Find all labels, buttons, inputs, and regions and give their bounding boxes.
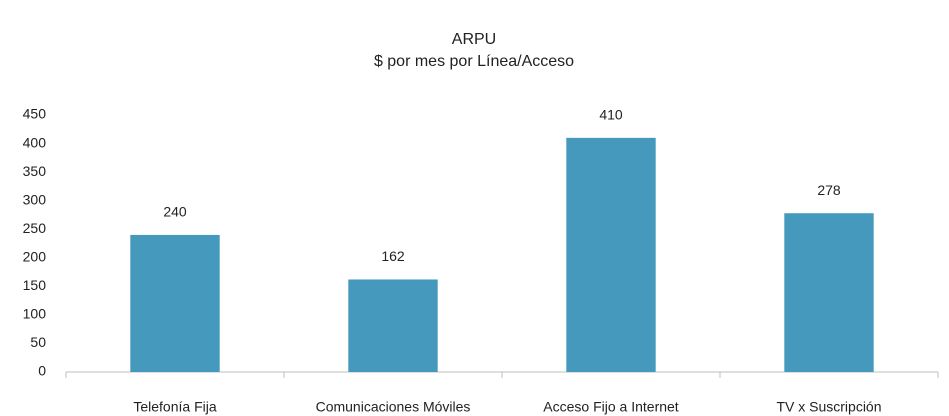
y-tick-label: 200	[23, 248, 47, 264]
data-label: 162	[381, 248, 405, 264]
y-tick-label: 350	[23, 163, 47, 179]
chart-subtitle: $ por mes por Línea/Acceso	[374, 53, 574, 70]
y-tick-label: 50	[30, 334, 46, 350]
y-tick-label: 400	[23, 134, 47, 150]
x-tick-label: TV x Suscripción	[776, 399, 881, 415]
y-tick-label: 150	[23, 277, 47, 293]
x-tick-label: Comunicaciones Móviles	[316, 399, 471, 415]
y-tick-label: 450	[23, 106, 47, 122]
x-tick-label: Acceso Fijo a Internet	[543, 399, 679, 415]
data-label: 278	[817, 182, 841, 198]
data-label: 240	[163, 204, 187, 220]
y-tick-label: 100	[23, 306, 47, 322]
y-tick-label: 250	[23, 220, 47, 236]
bar	[130, 234, 220, 372]
bar	[348, 279, 438, 372]
bar	[566, 137, 656, 372]
y-tick-label: 300	[23, 191, 47, 207]
data-label: 410	[599, 107, 623, 123]
x-tick-label: Telefonía Fija	[133, 399, 216, 415]
chart-title: ARPU	[452, 31, 496, 48]
bar	[784, 213, 874, 372]
y-tick-label: 0	[38, 363, 46, 379]
